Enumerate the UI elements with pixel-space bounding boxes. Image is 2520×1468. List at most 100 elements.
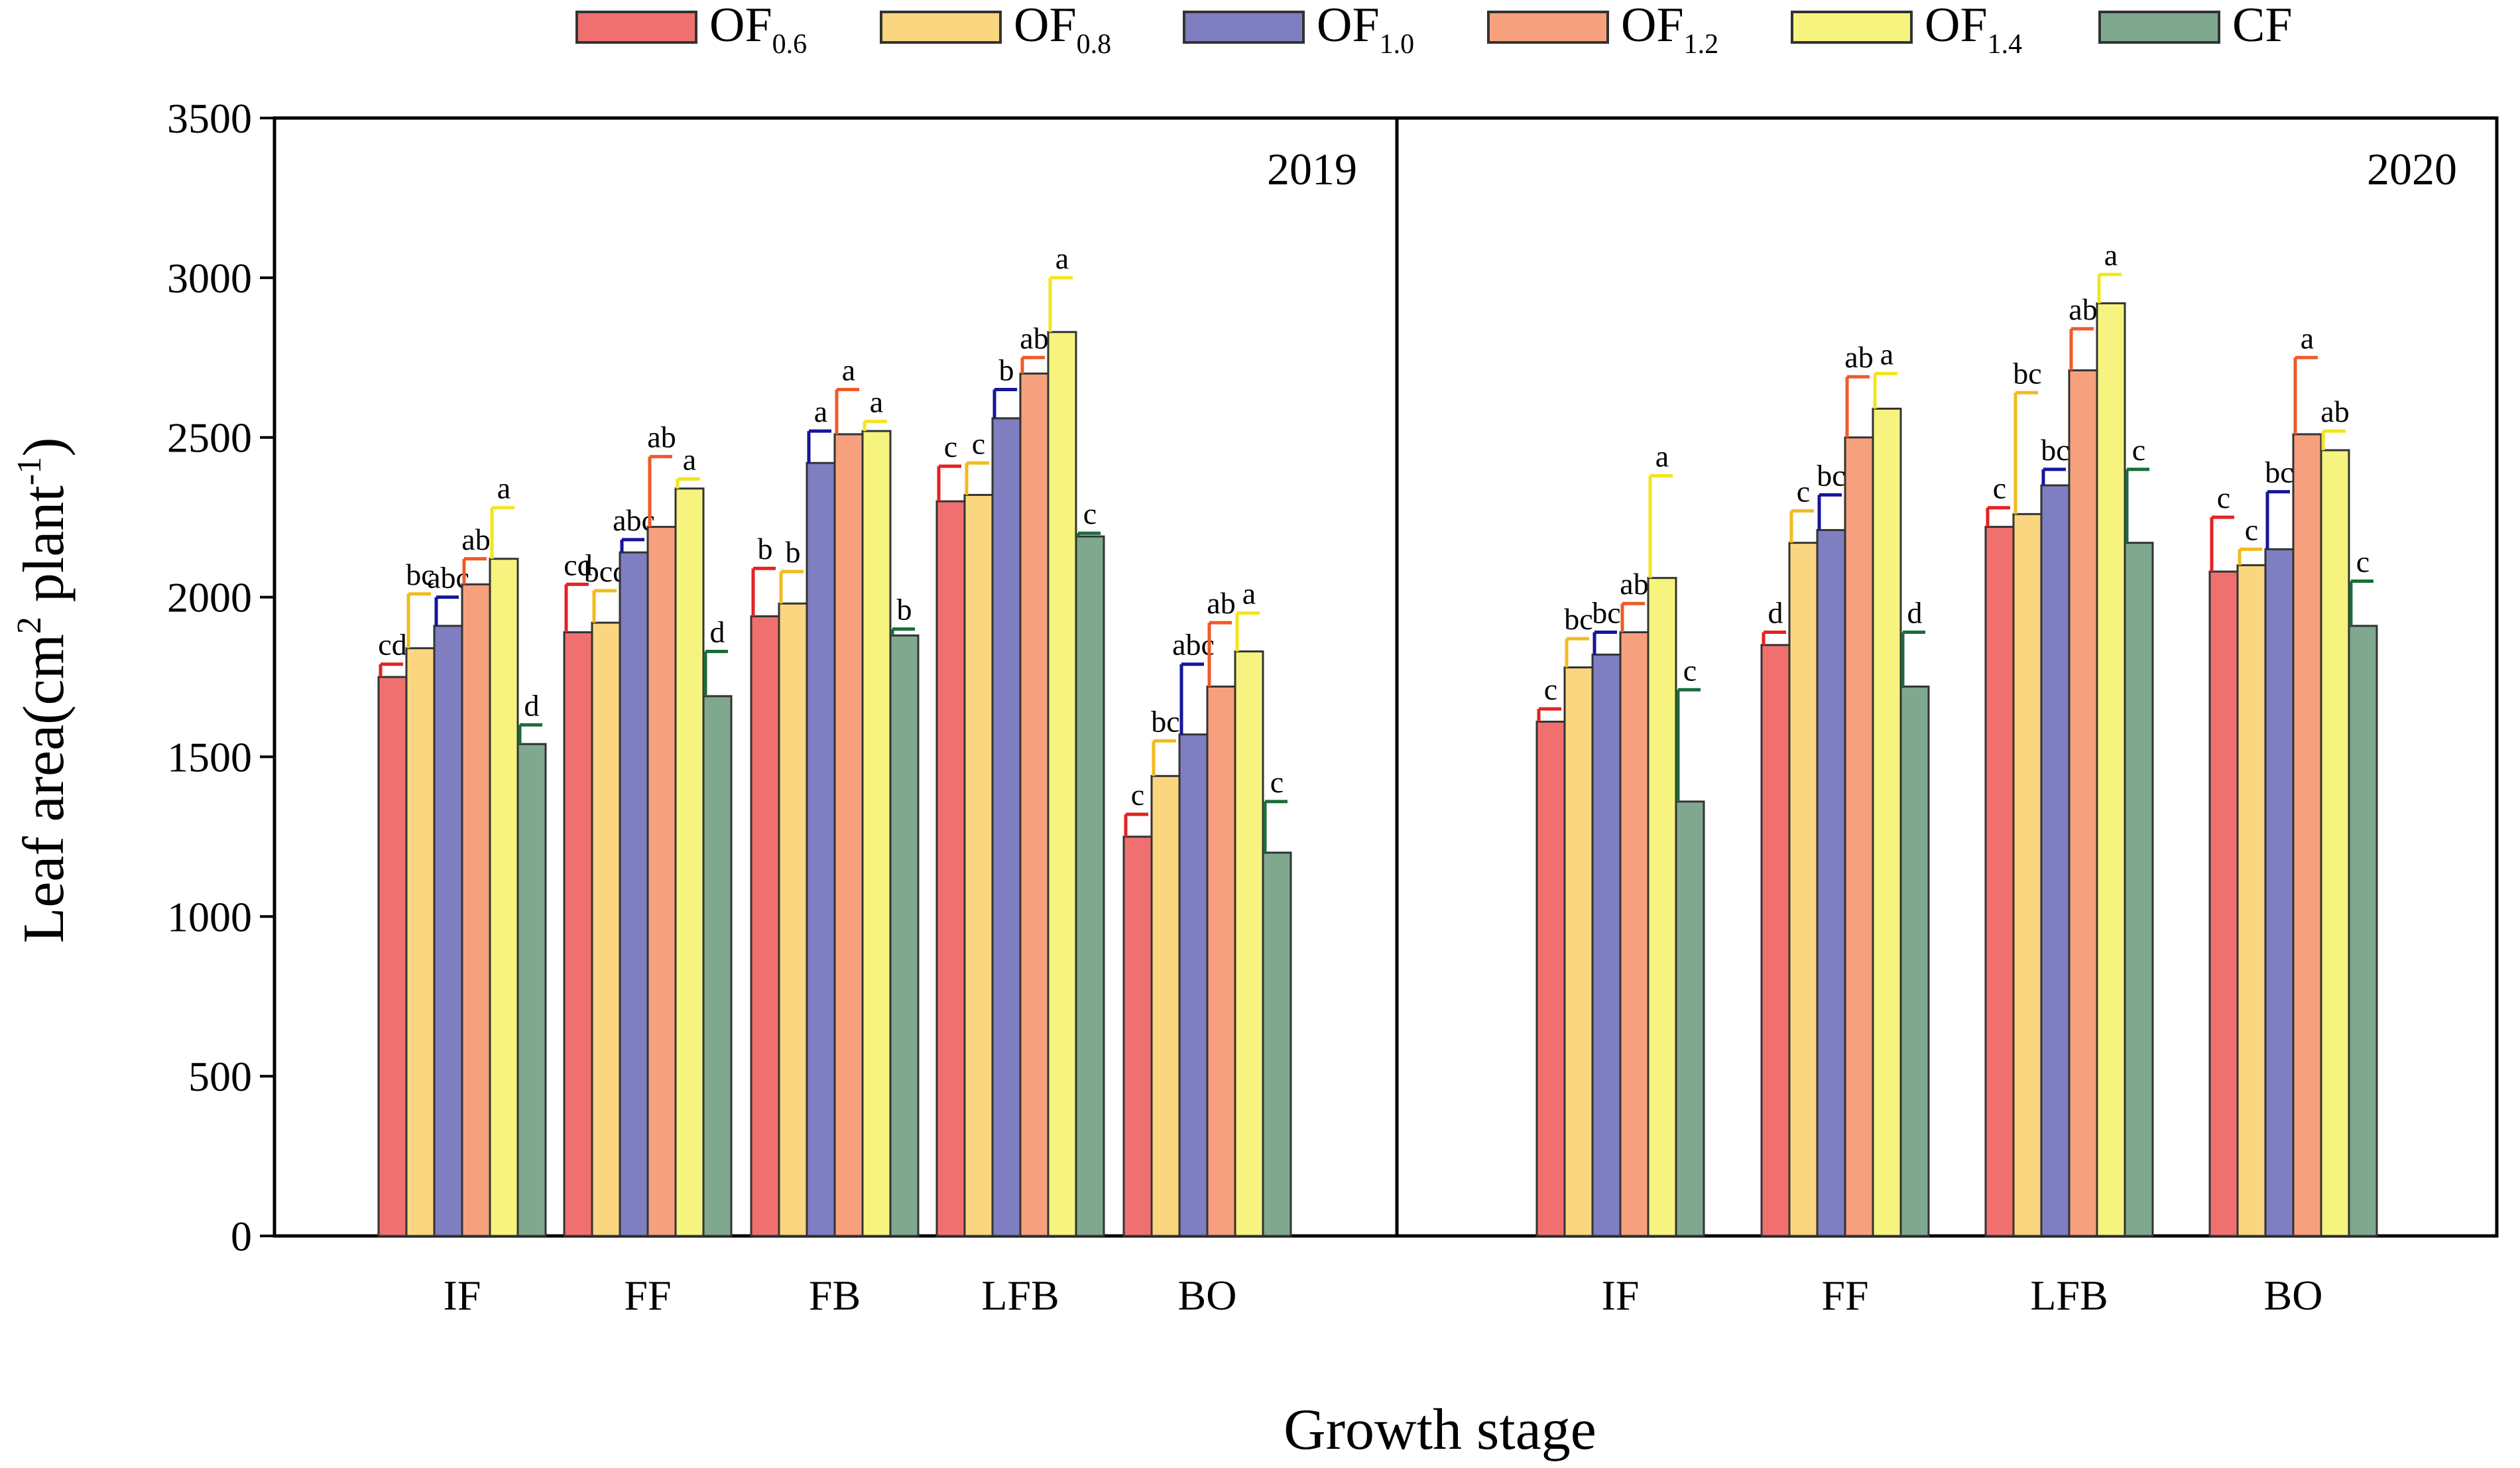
bar-of1-2 bbox=[646, 526, 677, 1237]
x-tick-label: IF bbox=[444, 1272, 481, 1319]
bar-of1-2 bbox=[461, 583, 491, 1237]
significance-label: a bbox=[814, 395, 827, 428]
significance-label: ab bbox=[1620, 567, 1648, 601]
significance-label: d bbox=[1907, 596, 1923, 630]
bar-cf bbox=[516, 743, 547, 1237]
legend-item-cf: CF bbox=[2098, 0, 2293, 52]
bar-of1-4 bbox=[1234, 650, 1264, 1237]
significance-label: b bbox=[897, 593, 912, 627]
significance-label: bc bbox=[1564, 602, 1592, 636]
significance-label: c bbox=[1544, 672, 1557, 706]
bar-cf bbox=[1675, 800, 1705, 1237]
bar-of0-6 bbox=[1535, 720, 1566, 1237]
bar-of1-2 bbox=[2292, 433, 2322, 1237]
significance-label: c bbox=[972, 426, 985, 460]
bar-cf bbox=[1075, 535, 1105, 1237]
significance-label: bc bbox=[1592, 596, 1620, 630]
bar-of1-2 bbox=[2068, 369, 2098, 1237]
bar-of0-8 bbox=[591, 621, 621, 1237]
bar-of1-2 bbox=[1019, 372, 1050, 1237]
significance-label: ab bbox=[647, 420, 676, 454]
bar-of1-0 bbox=[1816, 528, 1846, 1237]
significance-label: c bbox=[2132, 433, 2145, 467]
legend-label: OF1.2 bbox=[1621, 0, 1718, 60]
bar-of0-8 bbox=[778, 602, 808, 1237]
legend-item-of0-8: OF0.8 bbox=[880, 0, 1111, 60]
bar-of1-4 bbox=[1872, 407, 1902, 1237]
y-tick-label: 0 bbox=[231, 1213, 252, 1260]
significance-label: a bbox=[683, 442, 696, 476]
x-tick-label: IF bbox=[1602, 1272, 1640, 1319]
significance-label: b bbox=[758, 532, 773, 566]
x-tick-label: LFB bbox=[2030, 1272, 2108, 1319]
x-axis: IF FF FB LFB BO IF FF LFB BO bbox=[444, 1272, 2323, 1319]
significance-label: c bbox=[2245, 513, 2258, 546]
legend: OF0.6 OF0.8 OF1.0 OF1.2 OF1.4 CF bbox=[575, 0, 2293, 60]
bar-cf bbox=[1899, 685, 1930, 1237]
bar-of0-6 bbox=[935, 500, 966, 1237]
bar-of1-0 bbox=[2264, 548, 2295, 1237]
y-axis: 0 500 1000 1500 2000 2500 3000 3500 bbox=[167, 95, 274, 1260]
bar-of0-6 bbox=[563, 631, 593, 1237]
bar-of0-8 bbox=[1788, 542, 1819, 1237]
significance-label: c bbox=[1083, 497, 1097, 530]
significance-label: bc bbox=[2265, 456, 2293, 489]
y-tick-label: 1000 bbox=[167, 893, 252, 940]
y-tick-label: 3000 bbox=[167, 255, 252, 302]
bar-of0-8 bbox=[405, 647, 436, 1237]
significance-label: c bbox=[1131, 778, 1144, 812]
bar-of1-2 bbox=[1619, 631, 1650, 1237]
significance-label: d bbox=[710, 615, 725, 648]
bar-of0-6 bbox=[1122, 835, 1153, 1237]
significance-label: ab bbox=[1844, 340, 1873, 374]
significance-label: c bbox=[1993, 471, 2006, 505]
bar-of0-8 bbox=[2012, 513, 2043, 1237]
panel-year-label: 2019 bbox=[1267, 144, 1357, 194]
significance-label: ab bbox=[1207, 586, 1235, 620]
bar-of1-4 bbox=[489, 558, 519, 1237]
bar-cf bbox=[889, 634, 920, 1237]
legend-label: OF0.8 bbox=[1014, 0, 1111, 60]
x-tick-label: FF bbox=[1821, 1272, 1868, 1319]
y-axis-title-mid: plant bbox=[12, 485, 76, 617]
significance-label: bc bbox=[1151, 704, 1179, 738]
significance-label: ab bbox=[1020, 321, 1048, 355]
bar-of1-4 bbox=[861, 430, 892, 1237]
bar-of1-2 bbox=[1844, 436, 1874, 1237]
legend-item-of1-0: OF1.0 bbox=[1183, 0, 1414, 60]
y-tick-label: 500 bbox=[188, 1053, 252, 1100]
y-tick-label: 2500 bbox=[167, 414, 252, 461]
significance-label: a bbox=[842, 353, 855, 387]
bar-of1-0 bbox=[806, 461, 836, 1237]
significance-label: a bbox=[2104, 238, 2118, 272]
legend-item-of1-4: OF1.4 bbox=[1791, 0, 2022, 60]
significance-label: bc bbox=[2041, 433, 2069, 467]
significance-label: c bbox=[1797, 475, 1810, 509]
bar-of1-0 bbox=[619, 551, 649, 1237]
y-axis-title-main: Leaf area(cm bbox=[12, 634, 76, 943]
y-tick-label: 1500 bbox=[167, 733, 252, 780]
legend-label: CF bbox=[2232, 0, 2293, 52]
bar-of1-0 bbox=[1591, 653, 1622, 1237]
significance-label: c bbox=[1270, 765, 1284, 799]
bar-of0-8 bbox=[2236, 564, 2267, 1237]
legend-swatch bbox=[880, 11, 1002, 44]
significance-label: bc bbox=[406, 558, 434, 591]
significance-label: c bbox=[2217, 481, 2230, 515]
significance-label: a bbox=[497, 471, 510, 505]
bar-of0-6 bbox=[1760, 644, 1791, 1237]
significance-label: c bbox=[1683, 653, 1697, 687]
legend-item-of1-2: OF1.2 bbox=[1487, 0, 1718, 60]
legend-item-of0-6: OF0.6 bbox=[575, 0, 807, 60]
bar-cf bbox=[2124, 542, 2154, 1237]
bar-of1-4 bbox=[674, 487, 705, 1237]
significance-label: ab bbox=[2069, 292, 2097, 326]
legend-label: OF1.0 bbox=[1317, 0, 1414, 60]
bar-of1-2 bbox=[833, 433, 864, 1237]
